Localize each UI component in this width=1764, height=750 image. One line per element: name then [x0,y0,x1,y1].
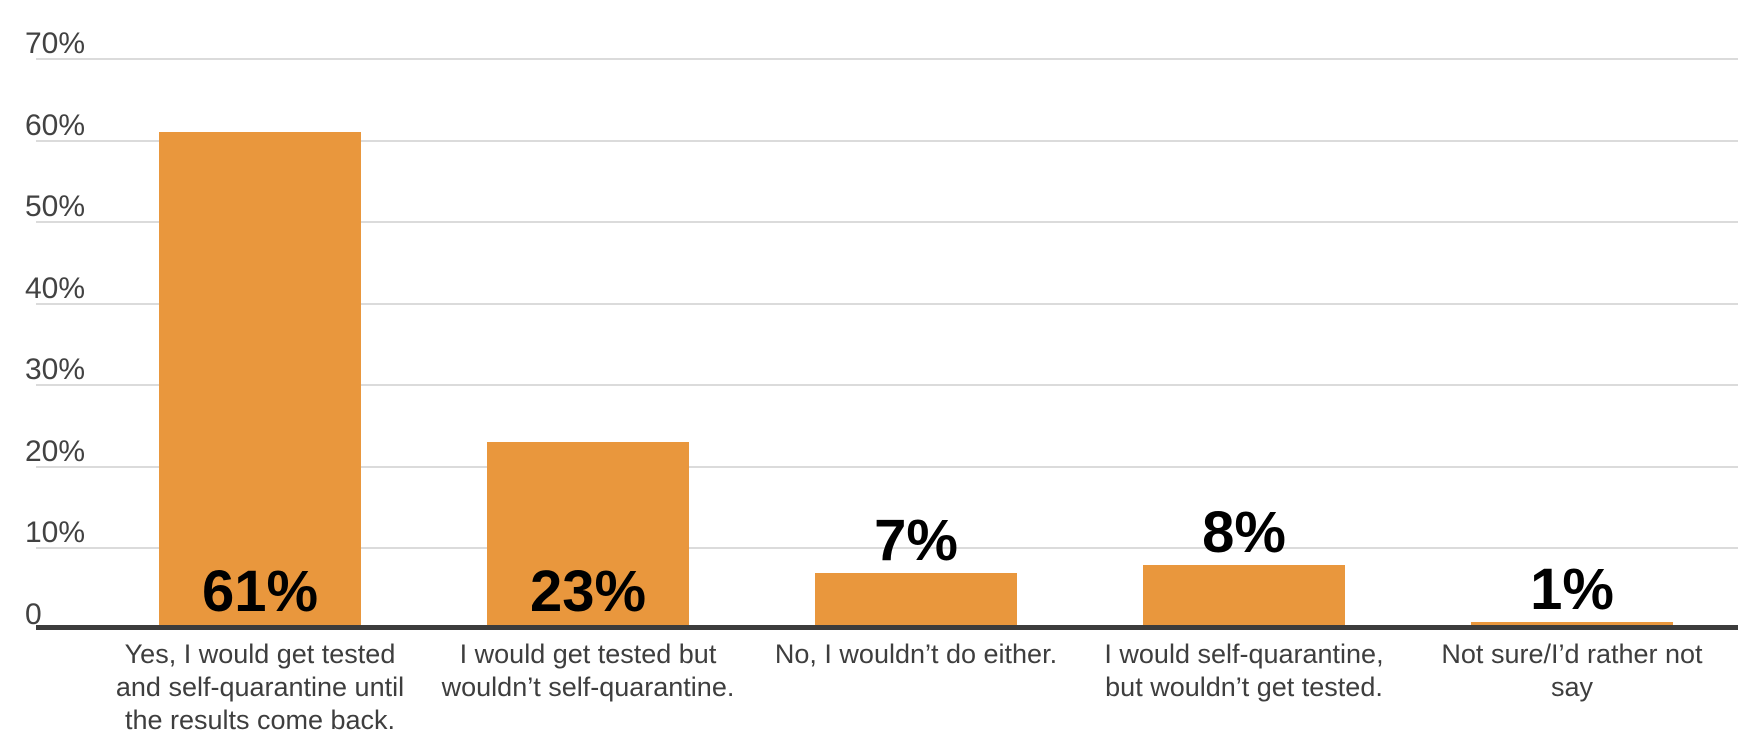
category-label: No, I wouldn’t do either. [774,639,1058,669]
y-tick-label: 20% [25,434,86,468]
bar-slot-get-tested-but-not-self-quarantine: 23% I would get tested but wouldn’t self… [424,0,752,750]
bar-slot-yes-get-tested-and-self-quarantine: 61% Yes, I would get tested and self-qua… [96,0,424,750]
y-tick-label: 60% [25,108,86,142]
category-label: I would self-quarantine, but wouldn’t ge… [1104,639,1384,702]
gridline [36,384,1738,387]
gridline [36,547,1738,550]
bar-slot-self-quarantine-but-not-tested: 8% I would self-quarantine, but wouldn’t… [1080,0,1408,750]
gridline [36,221,1738,224]
y-tick-label: 0 [25,598,42,631]
bar-self-quarantine-but-not-tested [1143,564,1345,630]
gridline [36,58,1738,60]
bar-value-label: 1% [1530,556,1614,622]
category-label: I would get tested but wouldn’t self-qua… [441,639,735,702]
y-tick-label: 70% [25,27,86,60]
gridline [36,139,1738,142]
bar-value-label: 61% [201,559,319,624]
y-tick-label: 30% [25,353,86,387]
bar-slot-neither: 7% No, I wouldn’t do either. [752,0,1080,750]
bar-value-label: 7% [874,507,958,573]
y-tick-label: 10% [25,516,86,550]
bar-slot-not-sure: 1% Not sure/I’d rather not say [1408,0,1736,750]
category-label: Not sure/I’d rather not say [1441,639,1703,702]
x-axis-line [36,625,1738,630]
category-label: Yes, I would get tested and self-quarant… [115,639,405,735]
y-tick-label: 50% [25,190,86,224]
bar-yes-get-tested-and-self-quarantine [159,132,361,630]
y-tick-label: 40% [25,271,86,305]
gridline [36,302,1738,305]
bar-get-tested-but-not-self-quarantine [487,442,689,630]
bar-value-label: 23% [529,559,647,624]
bar-value-label: 8% [1202,499,1286,565]
bar-neither [815,572,1017,630]
gridline [36,465,1738,468]
